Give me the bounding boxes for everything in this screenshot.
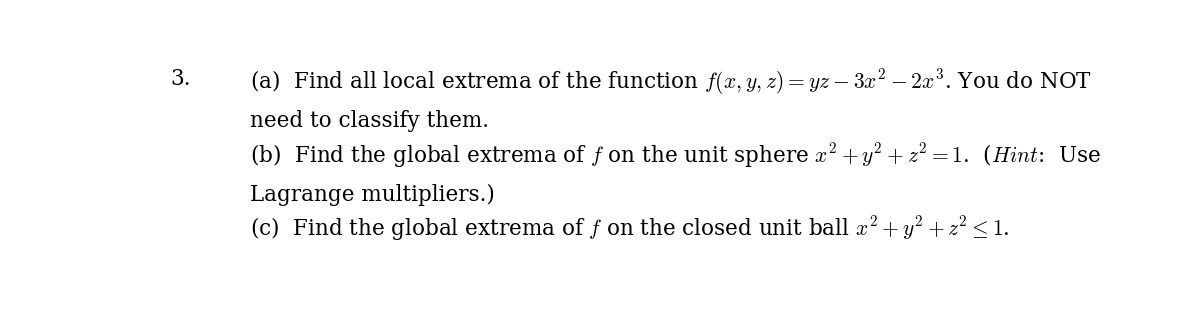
Text: (a)  Find all local extrema of the function $f(x, y, z) = yz - 3x^2 - 2x^3$. You: (a) Find all local extrema of the functi… [251, 67, 1092, 97]
Text: (c)  Find the global extrema of $f$ on the closed unit ball $x^2 + y^2 + z^2 \le: (c) Find the global extrema of $f$ on th… [251, 214, 1010, 243]
Text: (b)  Find the global extrema of $f$ on the unit sphere $x^2 + y^2 + z^2 = 1$.  (: (b) Find the global extrema of $f$ on th… [251, 141, 1102, 170]
Text: 3.: 3. [170, 67, 191, 90]
Text: Lagrange multipliers.): Lagrange multipliers.) [251, 184, 496, 206]
Text: need to classify them.: need to classify them. [251, 110, 490, 132]
